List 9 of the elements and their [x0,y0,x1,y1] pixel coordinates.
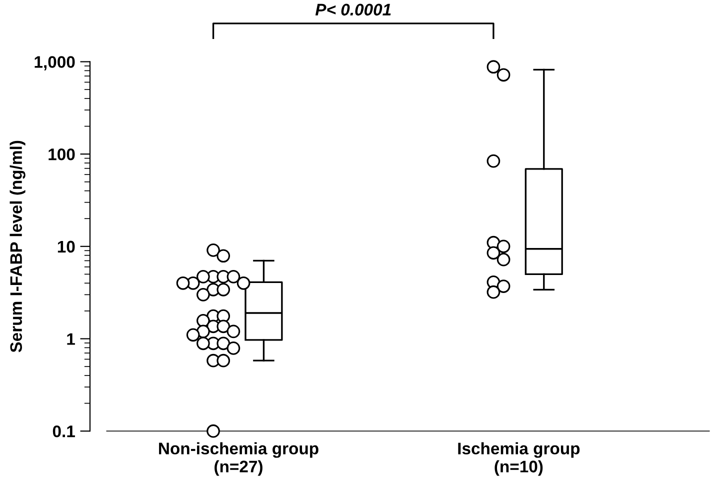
y-tick-label: 10 [58,240,75,253]
text: P< 0.0001 [315,4,391,16]
y-tick-label: 1 [67,333,75,345]
x-tick-label: Ischemia group (n=10) [458,442,580,476]
y-axis-title: Serum I-FABP level (ng/ml) [10,140,26,352]
y-tick-label: 0.1 [52,425,75,438]
x-tick-label: Non-ischemia group (n=27) [159,442,318,476]
y-tick-label: 100 [48,148,75,160]
y-tick-label: 1,000 [34,56,75,70]
